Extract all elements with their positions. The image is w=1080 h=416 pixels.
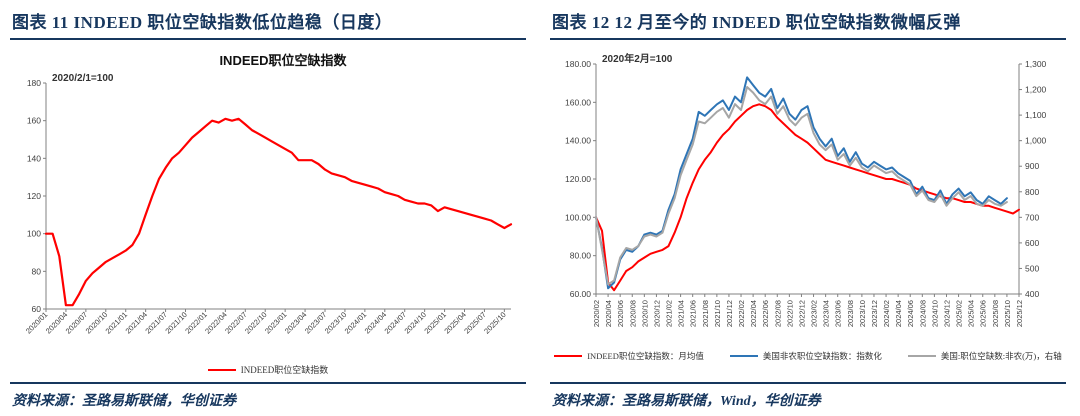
svg-text:2021/12: 2021/12 — [724, 300, 733, 327]
legend-label: 美国:职位空缺数:非农(万)，右轴 — [940, 351, 1062, 361]
svg-text:2021/02: 2021/02 — [664, 300, 673, 327]
legend-item: INDEED职位空缺指数 — [207, 363, 329, 376]
svg-text:1,300: 1,300 — [1025, 59, 1047, 69]
svg-text:2022/02: 2022/02 — [737, 300, 746, 327]
indeed-vs-jolts-chart: 60.00 80.00 100.00 120.00 140.00 160.00 180.00… — [565, 52, 1047, 327]
svg-text:2024/12: 2024/12 — [942, 300, 951, 327]
svg-text:2020/06: 2020/06 — [616, 300, 625, 327]
svg-text:2021/08: 2021/08 — [700, 300, 709, 327]
svg-text:2020/08: 2020/08 — [628, 300, 637, 327]
svg-text:2025/06: 2025/06 — [978, 300, 987, 327]
svg-text:120.00: 120.00 — [565, 174, 591, 184]
svg-text:2020/04: 2020/04 — [604, 300, 613, 327]
svg-text:700: 700 — [1025, 212, 1039, 222]
chart-11-title: INDEED职位空缺指数 — [219, 53, 347, 68]
svg-text:1,000: 1,000 — [1025, 136, 1047, 146]
svg-text:60.00: 60.00 — [569, 289, 591, 299]
svg-text:2022/04: 2022/04 — [749, 300, 758, 327]
svg-text:2020/10: 2020/10 — [640, 300, 649, 327]
svg-text:800: 800 — [1025, 187, 1039, 197]
svg-text:2021/04: 2021/04 — [676, 300, 685, 327]
legend-line-swatch — [907, 355, 936, 357]
svg-text:2025/04: 2025/04 — [966, 300, 975, 327]
svg-text:2020/2/1=100: 2020/2/1=100 — [52, 73, 114, 84]
svg-text:1,100: 1,100 — [1025, 110, 1047, 120]
legend-line-swatch — [554, 355, 583, 357]
svg-text:2022/08: 2022/08 — [773, 300, 782, 327]
svg-text:1,200: 1,200 — [1025, 85, 1047, 95]
svg-text:2025/10: 2025/10 — [482, 310, 508, 336]
figure-11-source: 资料来源：圣路易斯联储，华创证券 — [10, 382, 526, 410]
svg-text:2024/06: 2024/06 — [906, 300, 915, 327]
svg-text:2023/12: 2023/12 — [869, 300, 878, 327]
figure-panel-12: 图表 12 12 月至今的 INDEED 职位空缺指数微幅反弹 60.00 80.… — [540, 0, 1080, 416]
svg-text:2025/12: 2025/12 — [1015, 300, 1024, 327]
svg-text:2024/02: 2024/02 — [882, 300, 891, 327]
legend-item: INDEED职位空缺指数：月均值 — [554, 350, 704, 362]
svg-text:2023/10: 2023/10 — [857, 300, 866, 327]
svg-text:2025/10: 2025/10 — [1002, 300, 1011, 327]
svg-text:180.00: 180.00 — [565, 59, 591, 69]
svg-text:160: 160 — [26, 116, 40, 126]
svg-text:2024/08: 2024/08 — [918, 300, 927, 327]
svg-text:2025/02: 2025/02 — [954, 300, 963, 327]
svg-text:2023/08: 2023/08 — [845, 300, 854, 327]
svg-text:2023/04: 2023/04 — [821, 300, 830, 327]
svg-text:100.00: 100.00 — [565, 212, 591, 222]
legend-item: 美国非农职位空缺指数：指数化 — [729, 350, 882, 362]
indeed-daily-index-chart: 60801001201401601802020/012020/042020/07… — [23, 73, 512, 336]
legend-line-swatch — [207, 368, 236, 371]
svg-text:2022/06: 2022/06 — [761, 300, 770, 327]
legend-line-swatch — [729, 355, 758, 357]
svg-text:2023/06: 2023/06 — [833, 300, 842, 327]
svg-text:60: 60 — [31, 304, 41, 314]
figure-11-title: 图表 11 INDEED 职位空缺指数低位趋稳（日度） — [10, 6, 526, 40]
svg-text:2024/04: 2024/04 — [894, 300, 903, 327]
figure-12-chart-area: 60.00 80.00 100.00 120.00 140.00 160.00 180.00… — [550, 40, 1066, 382]
svg-text:900: 900 — [1025, 161, 1039, 171]
svg-text:600: 600 — [1025, 238, 1039, 248]
svg-text:2023/02: 2023/02 — [809, 300, 818, 327]
legend-item: 美国:职位空缺数:非农(万)，右轴 — [907, 350, 1062, 362]
svg-text:140.00: 140.00 — [565, 136, 591, 146]
svg-text:2022/12: 2022/12 — [797, 300, 806, 327]
svg-text:180: 180 — [26, 78, 40, 88]
svg-text:2020年2月=100: 2020年2月=100 — [602, 52, 673, 65]
svg-text:2020/02: 2020/02 — [592, 300, 601, 327]
svg-text:80: 80 — [31, 266, 41, 276]
svg-text:120: 120 — [26, 191, 40, 201]
svg-text:160.00: 160.00 — [565, 97, 591, 107]
svg-text:2024/10: 2024/10 — [930, 300, 939, 327]
svg-text:2022/10: 2022/10 — [785, 300, 794, 327]
legend-label: INDEED职位空缺指数 — [240, 365, 329, 375]
svg-text:2021/06: 2021/06 — [688, 300, 697, 327]
figure-12-title: 图表 12 12 月至今的 INDEED 职位空缺指数微幅反弹 — [550, 6, 1066, 40]
chart-11-legend: INDEED职位空缺指数 — [10, 363, 526, 376]
svg-text:100: 100 — [26, 229, 40, 239]
svg-text:2025/08: 2025/08 — [990, 300, 999, 327]
legend-label: 美国非农职位空缺指数：指数化 — [762, 351, 882, 361]
chart-12-legend: INDEED职位空缺指数：月均值 美国非农职位空缺指数：指数化 美国:职位空缺数:非… — [550, 350, 1066, 362]
svg-text:2020/12: 2020/12 — [652, 300, 661, 327]
svg-text:80.00: 80.00 — [569, 251, 591, 261]
figure-11-chart-area: INDEED职位空缺指数 60 80 100 120 140 160 180 2020/01 2… — [10, 40, 526, 382]
legend-label: INDEED职位空缺指数：月均值 — [587, 351, 704, 361]
figure-12-source: 资料来源：圣路易斯联储，Wind，华创证券 — [550, 382, 1066, 410]
svg-text:140: 140 — [26, 153, 40, 163]
svg-text:400: 400 — [1025, 289, 1039, 299]
svg-text:2021/10: 2021/10 — [712, 300, 721, 327]
svg-text:500: 500 — [1025, 263, 1039, 273]
figure-panel-11: 图表 11 INDEED 职位空缺指数低位趋稳（日度） INDEED职位空缺指数… — [10, 6, 526, 410]
